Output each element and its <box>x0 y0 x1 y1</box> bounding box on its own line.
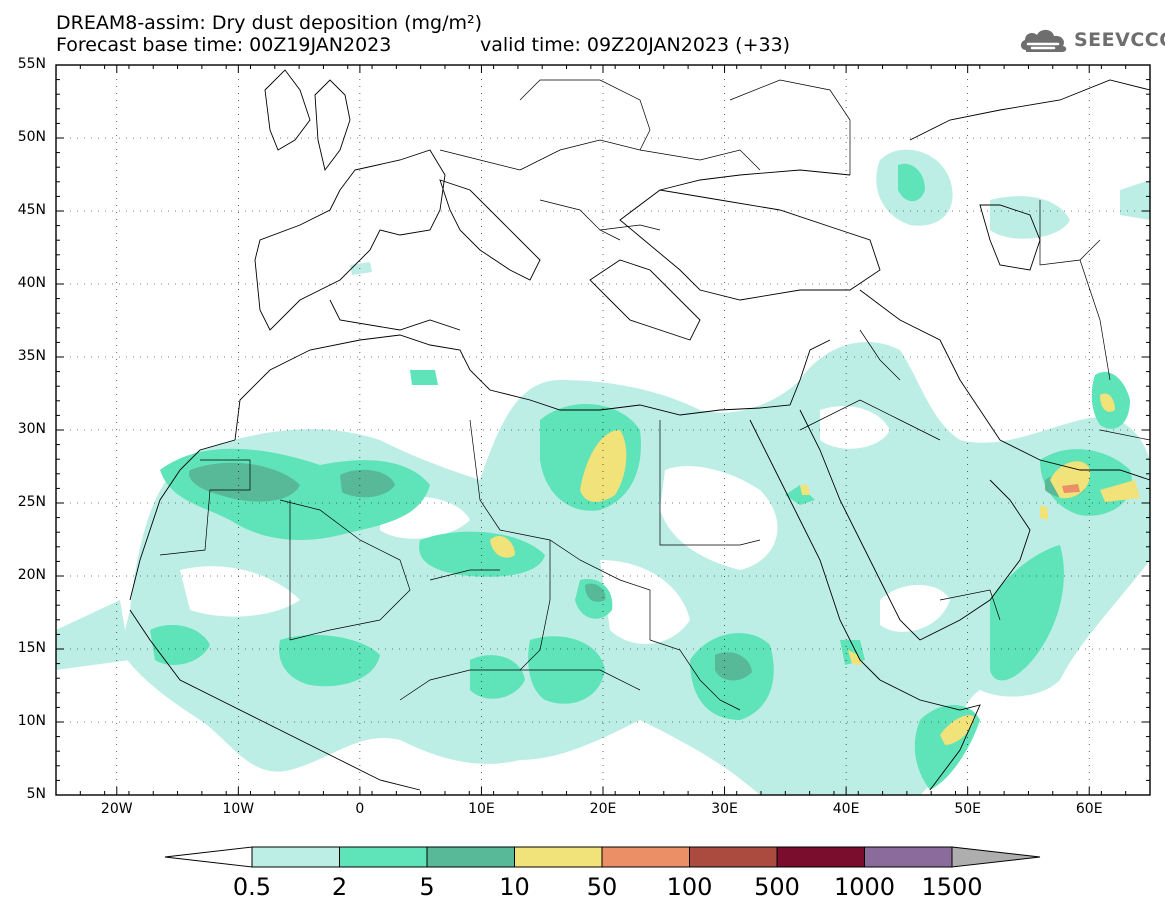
lon-label-20w: 20W <box>100 801 133 817</box>
colorbar-label: 1500 <box>921 873 983 901</box>
colorbar-label: 50 <box>586 873 618 901</box>
colorbar-label: 1000 <box>833 873 896 901</box>
lat-label-50n: 50N <box>17 129 46 145</box>
lat-label-40n: 40N <box>17 275 46 291</box>
colorbar-box <box>251 846 340 868</box>
lat-label-25n: 25N <box>17 494 46 510</box>
dust-level-yellow <box>490 393 1140 745</box>
colorbar-high-arrow <box>951 846 1041 868</box>
lon-label-50e: 50E <box>954 801 981 817</box>
grid-lines <box>56 64 1150 796</box>
colorbar <box>164 846 1041 868</box>
colorbar-box <box>776 846 865 868</box>
dust-level-orange <box>1062 484 1080 493</box>
colorbar-box <box>426 846 515 868</box>
colorbar-label: 2 <box>331 873 348 901</box>
colorbar-box <box>339 846 428 868</box>
coastlines <box>129 69 1150 791</box>
colorbar-box <box>601 846 690 868</box>
seevccc-logo: SEEVCCC <box>1018 24 1165 56</box>
logo-text: SEEVCCC <box>1074 29 1165 51</box>
colorbar-label: 100 <box>666 873 713 901</box>
lat-label-35n: 35N <box>17 348 46 364</box>
colorbar-low-arrow <box>164 846 253 868</box>
lon-label-60e: 60E <box>1075 801 1103 817</box>
colorbar-label: 500 <box>754 873 800 901</box>
lat-label-55n: 55N <box>17 56 46 72</box>
lat-label-20n: 20N <box>17 567 46 583</box>
map-title: DREAM8-assim: Dry dust deposition (mg/m²… <box>56 12 483 34</box>
country-borders <box>159 79 1150 711</box>
lat-label-5n: 5N <box>26 786 46 802</box>
lon-label-10e: 10E <box>468 801 495 817</box>
colorbar-box <box>514 846 603 868</box>
lat-label-30n: 30N <box>17 421 46 437</box>
lon-label-20e: 20E <box>589 801 617 817</box>
lat-label-45n: 45N <box>17 202 46 218</box>
lon-label-0: 0 <box>355 801 365 817</box>
forecast-base-time: Forecast base time: 00Z19JAN2023 <box>56 34 392 56</box>
colorbar-box <box>689 846 778 868</box>
lon-label-40e: 40E <box>832 801 860 817</box>
colorbar-label: 10 <box>499 873 530 901</box>
cloud-icon <box>1020 29 1067 52</box>
colorbar-label: 5 <box>419 873 435 901</box>
lon-label-30e: 30E <box>711 801 738 817</box>
colorbar-box <box>864 846 953 868</box>
colorbar-label: 0.5 <box>232 873 272 901</box>
valid-time: valid time: 09Z20JAN2023 (+33) <box>480 34 791 56</box>
lon-label-10w: 10W <box>222 801 255 817</box>
lat-label-15n: 15N <box>17 640 46 656</box>
lat-label-10n: 10N <box>17 713 46 729</box>
